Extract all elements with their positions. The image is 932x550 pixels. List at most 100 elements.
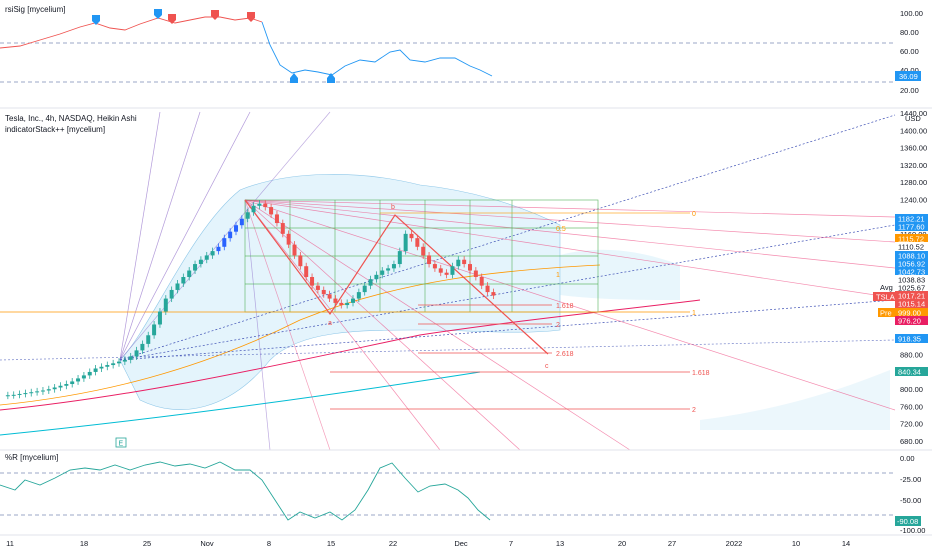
candle [222, 238, 227, 247]
rsi-tick: 80.00 [900, 28, 919, 37]
price-tag [895, 275, 928, 284]
candle [409, 233, 414, 239]
time-tick: 18 [80, 539, 88, 548]
price-tick: 800.00 [900, 385, 923, 394]
price-tag-label: 918.35 [898, 335, 921, 344]
wr-title: %R [mycelium] [5, 453, 58, 462]
candle [421, 246, 426, 256]
price-tag-label: 1042.73 [898, 268, 925, 277]
price-tag-label: 1017.21 [898, 292, 925, 301]
candle [327, 294, 332, 299]
rsi-panel[interactable]: rsiSig [mycelium] 100.00 80.00 60.00 40.00 2… [0, 5, 923, 95]
candle [345, 302, 350, 306]
price-tag [895, 291, 928, 300]
price-tag-label: 1110.52 [898, 243, 924, 252]
price-tick: 680.00 [900, 437, 923, 446]
price-tick: 1240.00 [900, 195, 927, 204]
price-tick: 1440.00 [900, 109, 927, 118]
wr-current-value: -90.08 [897, 517, 918, 526]
avg-label: Avg [880, 283, 893, 292]
ticker-tag [873, 292, 895, 301]
candle [52, 387, 57, 390]
candle [17, 393, 22, 395]
rsi-axis: 100.00 80.00 60.00 40.00 20.00 [900, 9, 923, 95]
candle [245, 212, 250, 219]
candle [298, 255, 303, 267]
rsi-tick: 40.00 [900, 66, 919, 75]
candle [257, 203, 262, 206]
wave-b: b [391, 204, 395, 211]
candle [35, 391, 40, 393]
rsi-title: rsiSig [mycelium] [5, 5, 65, 14]
fan-lines [0, 111, 896, 451]
rsi-current-tag [895, 71, 921, 81]
price-tag [895, 222, 928, 231]
candle [181, 277, 186, 284]
fib-2618: 2.618 [556, 351, 574, 358]
price-tick: 1400.00 [900, 126, 927, 135]
candle [403, 233, 408, 252]
wr-tick: -25.00 [900, 475, 921, 484]
price-tag [895, 251, 928, 260]
rsi-marker [154, 9, 162, 19]
rsi-marker [290, 73, 298, 83]
price-tag [895, 234, 928, 243]
rsi-line-red [0, 16, 263, 49]
price-tag [895, 299, 928, 308]
time-axis: 11 18 25 Nov 8 15 22 Dec 7 13 20 27 2022 10 14 [6, 539, 850, 548]
candle [87, 371, 92, 376]
williams-r-panel[interactable]: %R [mycelium] 0.00-25.00-50.00-75.00-100… [0, 453, 925, 535]
price-tag-label: 1025.67 [898, 284, 925, 293]
wr-tick: -50.00 [900, 496, 921, 505]
candle [163, 298, 168, 312]
candle [134, 350, 139, 357]
candle [23, 393, 28, 395]
candle [427, 255, 432, 265]
candle [368, 279, 373, 286]
candle [169, 289, 174, 299]
price-panel[interactable]: Tesla, Inc., 4h, NASDAQ, Heikin Ashi ind… [0, 109, 928, 451]
candle [339, 302, 344, 306]
earnings-marker[interactable] [115, 437, 127, 448]
ma-orange [0, 264, 601, 406]
candle [198, 259, 203, 265]
ma-cyan [0, 371, 481, 436]
candle [450, 266, 455, 275]
candle [444, 272, 449, 275]
rsi-line-blue [261, 21, 493, 77]
wave-a: a [328, 320, 332, 327]
price-tag-label: 1182.21 [898, 215, 925, 224]
candle [269, 207, 274, 215]
time-tick: Nov [200, 539, 214, 548]
abc-wave [244, 199, 549, 355]
price-tag-label: 1115.72 [898, 235, 924, 244]
time-tick: 11 [6, 539, 14, 548]
rsi-current-value: 36.09 [899, 72, 918, 81]
price-tick: 1360.00 [900, 144, 927, 153]
rsi-marker [327, 73, 335, 83]
candle [122, 359, 127, 362]
price-tag-label: 840.34 [898, 368, 921, 377]
price-tag [895, 214, 928, 223]
candle [70, 381, 75, 385]
candle [117, 361, 121, 364]
fib-levels [0, 212, 690, 410]
candle [485, 285, 490, 293]
time-tick: 2022 [726, 539, 743, 548]
candle [333, 298, 338, 303]
candle [187, 270, 192, 277]
price-tag [895, 334, 928, 343]
price-tag [895, 308, 928, 317]
candle [397, 251, 402, 265]
candle [432, 264, 437, 269]
candle [175, 283, 180, 290]
candle [5, 395, 10, 397]
candle [374, 274, 379, 280]
candle [81, 375, 86, 379]
cloud-right [560, 249, 680, 300]
pre-label: Pre [880, 309, 892, 318]
price-tag-label: 999.00 [898, 309, 921, 318]
candle [462, 259, 467, 265]
